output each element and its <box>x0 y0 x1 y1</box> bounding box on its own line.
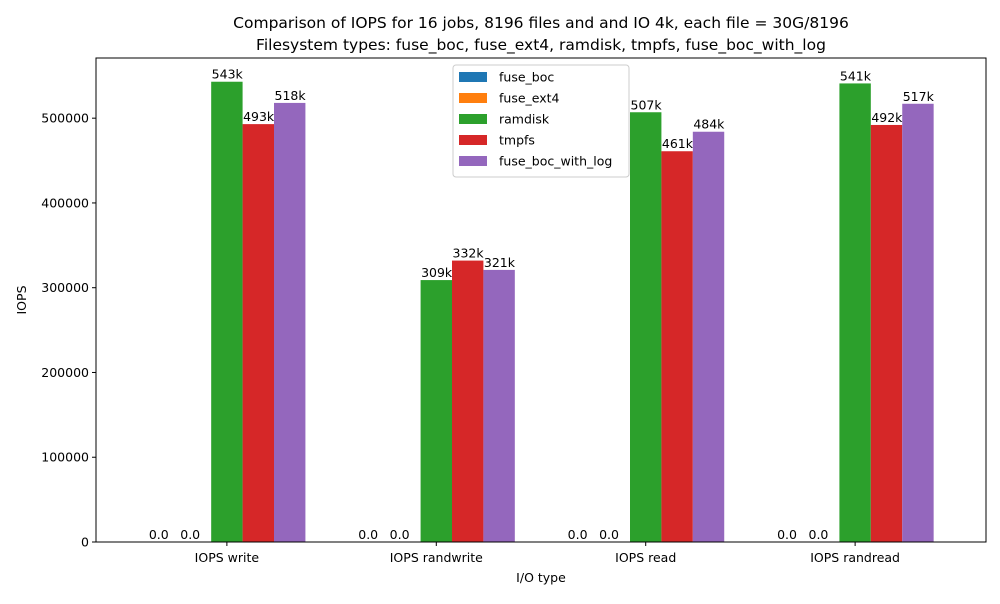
bar-value-label-tmpfs-1: 332k <box>453 246 485 261</box>
bar-ramdisk-2 <box>630 112 662 542</box>
bar-value-label-fuse_ext4-0: 0.0 <box>180 527 200 542</box>
x-tick-label-3: IOPS randread <box>810 550 900 565</box>
bar-value-label-fuse_boc_with_log-0: 518k <box>275 88 307 103</box>
bar-value-label-ramdisk-2: 507k <box>631 97 663 112</box>
bar-value-label-tmpfs-0: 493k <box>243 109 275 124</box>
bar-ramdisk-1 <box>420 280 452 542</box>
bar-ramdisk-0 <box>211 81 243 542</box>
bar-fuse_boc_with_log-0 <box>274 102 306 543</box>
bar-value-label-fuse_boc_with_log-3: 517k <box>903 89 935 104</box>
bar-tmpfs-0 <box>242 124 274 543</box>
legend-swatch-tmpfs <box>459 135 487 145</box>
bar-value-label-ramdisk-0: 543k <box>212 67 244 82</box>
y-tick-label: 400000 <box>41 195 89 210</box>
legend-swatch-fuse_boc <box>459 72 487 82</box>
bar-tmpfs-3 <box>870 124 903 543</box>
bar-value-label-ramdisk-3: 541k <box>840 68 872 83</box>
x-tick-label-1: IOPS randwrite <box>390 550 483 565</box>
bar-fuse_boc_with_log-1 <box>483 269 515 542</box>
bar-ramdisk-3 <box>839 83 871 543</box>
y-axis-label: IOPS <box>14 285 29 314</box>
bar-value-label-ramdisk-1: 309k <box>421 265 453 280</box>
bar-value-label-fuse_ext4-2: 0.0 <box>599 527 619 542</box>
bar-value-label-tmpfs-2: 461k <box>662 136 694 151</box>
legend-label-tmpfs: tmpfs <box>499 133 535 148</box>
bar-value-label-fuse_ext4-1: 0.0 <box>390 527 410 542</box>
legend-label-fuse_boc: fuse_boc <box>499 70 554 85</box>
bar-tmpfs-2 <box>661 151 693 543</box>
x-tick-label-2: IOPS read <box>615 550 676 565</box>
y-tick-label: 300000 <box>41 280 89 295</box>
bar-value-label-fuse_boc_with_log-2: 484k <box>693 117 725 132</box>
x-axis-label: I/O type <box>516 570 566 585</box>
legend-label-fuse_ext4: fuse_ext4 <box>499 91 560 106</box>
legend-label-fuse_boc_with_log: fuse_boc_with_log <box>499 154 612 169</box>
bar-value-label-tmpfs-3: 492k <box>871 110 903 125</box>
plot-frame <box>95 57 987 543</box>
chart-subtitle: Filesystem types: fuse_boc, fuse_ext4, r… <box>256 36 826 55</box>
y-tick-label: 500000 <box>41 111 89 126</box>
y-tick-label: 200000 <box>41 365 89 380</box>
bar-value-label-fuse_boc-3: 0.0 <box>777 527 797 542</box>
x-tick-label-0: IOPS write <box>195 550 260 565</box>
bar-value-label-fuse_boc_with_log-1: 321k <box>484 255 516 270</box>
y-tick-label: 0 <box>81 535 89 550</box>
bar-fuse_boc_with_log-3 <box>902 103 934 543</box>
legend-swatch-ramdisk <box>459 114 487 124</box>
bar-fuse_boc_with_log-2 <box>692 131 725 543</box>
bar-value-label-fuse_boc-0: 0.0 <box>149 527 169 542</box>
legend-swatch-fuse_ext4 <box>459 93 487 103</box>
chart-title: Comparison of IOPS for 16 jobs, 8196 fil… <box>233 14 849 32</box>
bar-tmpfs-1 <box>452 260 484 542</box>
legend-box <box>452 64 630 178</box>
y-tick-label: 100000 <box>41 450 89 465</box>
bar-value-label-fuse_boc-2: 0.0 <box>568 527 588 542</box>
legend-label-ramdisk: ramdisk <box>499 112 550 127</box>
bar-value-label-fuse_boc-1: 0.0 <box>358 527 378 542</box>
bar-value-label-fuse_ext4-3: 0.0 <box>809 527 829 542</box>
legend-swatch-fuse_boc_with_log <box>459 156 487 166</box>
plot-area: 0.0 0.0 0.0 0.0 0.0 0.0 0.0 0.0 543k 309k 507k 541k… <box>41 57 987 565</box>
